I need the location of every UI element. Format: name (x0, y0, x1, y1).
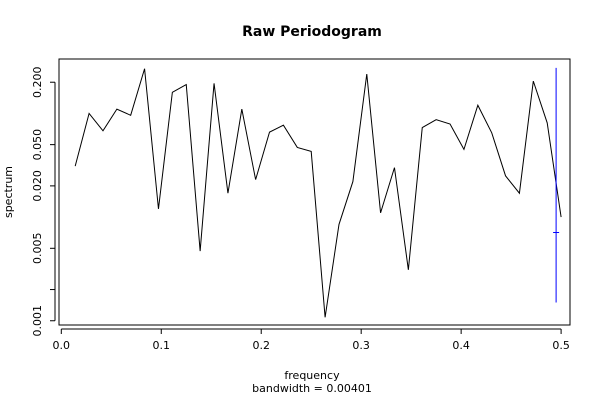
x-tick-label: 0.5 (552, 339, 570, 352)
y-tick-label: 0.020 (31, 170, 44, 202)
series-layer (74, 68, 562, 318)
x-tick-label: 0.1 (153, 339, 171, 352)
y-tick-label: 0.005 (31, 233, 44, 265)
chart-title: Raw Periodogram (242, 24, 382, 40)
series-line (74, 68, 562, 318)
y-tick-label: 0.200 (31, 66, 44, 98)
y-tick-label: 0.050 (31, 129, 44, 161)
x-axis: 0.0 0.1 0.2 0.3 0.4 0.5 (53, 328, 570, 352)
bandwidth-label: bandwidth = 0.00401 (252, 382, 372, 395)
plot-frame (58, 58, 571, 326)
y-axis: 0.001 0.005 0.020 0.050 0.200 (31, 66, 56, 337)
x-tick-label: 0.4 (452, 339, 470, 352)
confidence-bar (553, 67, 560, 303)
x-tick-label: 0.3 (352, 339, 370, 352)
x-tick-label: 0.0 (53, 339, 71, 352)
x-tick-label: 0.2 (252, 339, 270, 352)
y-tick-label: 0.001 (31, 305, 44, 337)
x-axis-label: frequency (284, 369, 340, 382)
y-axis-label: spectrum (2, 166, 15, 218)
